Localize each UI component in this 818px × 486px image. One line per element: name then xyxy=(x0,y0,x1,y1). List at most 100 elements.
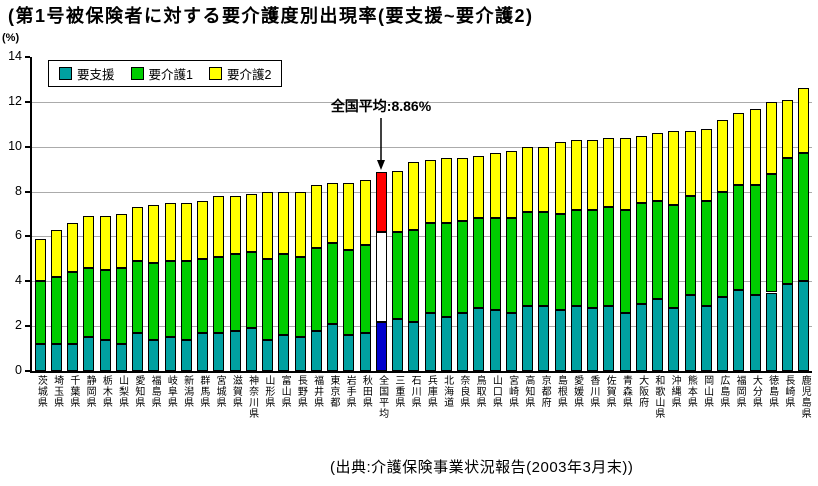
bar-segment-静岡県-要支援 xyxy=(83,337,95,371)
bar-segment-青森県-要介護1 xyxy=(619,209,631,313)
x-axis-label: 大阪府 xyxy=(636,375,648,408)
y-tick-mark xyxy=(25,145,30,148)
bar-segment-福島県-要介護1 xyxy=(148,263,160,340)
x-axis-label: 岡山県 xyxy=(701,375,713,408)
bar-segment-三重県-要介護2 xyxy=(392,171,404,232)
grid-line xyxy=(32,101,812,103)
bar-segment-愛媛県-要支援 xyxy=(570,305,582,371)
y-tick-mark xyxy=(25,325,30,328)
y-tick-label: 0 xyxy=(15,363,22,377)
bar-segment-岐阜県-要介護1 xyxy=(164,261,176,338)
bar-segment-全国平均-要支援 xyxy=(375,321,387,371)
bar-segment-香川県-要支援 xyxy=(587,308,599,371)
bar-segment-全国平均-要介護2 xyxy=(375,172,387,232)
bar-segment-埼玉県-要介護2 xyxy=(50,229,62,277)
bar-segment-宮崎県-要介護1 xyxy=(505,218,517,313)
legend-swatch-icon xyxy=(130,67,144,80)
x-axis-label: 愛知県 xyxy=(132,375,144,408)
x-axis-label: 静岡県 xyxy=(84,375,96,408)
bar-segment-愛知県-要支援 xyxy=(132,332,144,371)
bar-segment-滋賀県-要介護2 xyxy=(229,196,241,255)
bar-segment-岡山県-要介護1 xyxy=(700,200,712,306)
bar-segment-福井県-要支援 xyxy=(310,330,322,371)
bar-segment-山形県-要介護1 xyxy=(262,258,274,340)
legend-item: 要介護2 xyxy=(208,64,271,83)
bar-segment-大分県-要支援 xyxy=(749,294,761,371)
bar-segment-滋賀県-要介護1 xyxy=(229,254,241,331)
chart-title: (第1号被保険者に対する要介護度別出現率(要支援~要介護2) xyxy=(8,6,534,26)
x-axis-label: 宮崎県 xyxy=(506,375,518,408)
y-tick-mark xyxy=(25,190,30,193)
legend-item: 要介護1 xyxy=(130,64,193,83)
bar-segment-京都府-要支援 xyxy=(538,305,550,371)
bar-segment-鹿児島県-要介護1 xyxy=(798,153,810,282)
bar-segment-新潟県-要介護2 xyxy=(180,202,192,262)
bar-segment-島根県-要介護2 xyxy=(554,142,566,214)
bar-segment-熊本県-要介護2 xyxy=(684,131,696,197)
y-tick-mark xyxy=(25,235,30,238)
bar-segment-栃木県-要支援 xyxy=(99,339,111,371)
bar-segment-栃木県-要介護1 xyxy=(99,270,111,340)
grid-line xyxy=(32,146,812,148)
bar-segment-沖縄県-要介護1 xyxy=(668,205,680,309)
bar-segment-佐賀県-要介護1 xyxy=(603,207,615,306)
x-axis-label: 栃木県 xyxy=(100,375,112,408)
bar-segment-徳島県-要支援 xyxy=(765,292,777,371)
bar-segment-秋田県-要介護1 xyxy=(359,245,371,333)
x-axis-label: 奈良県 xyxy=(457,375,469,408)
y-tick-label: 8 xyxy=(15,183,22,198)
bar-segment-東京都-要介護2 xyxy=(327,182,339,244)
bar-segment-長野県-要支援 xyxy=(294,337,306,371)
bar-segment-愛媛県-要介護2 xyxy=(570,139,582,210)
x-axis-label: 青森県 xyxy=(620,375,632,408)
x-axis-label: 茨城県 xyxy=(35,375,47,408)
bar-segment-宮城県-要介護1 xyxy=(213,256,225,333)
bar-segment-佐賀県-要介護2 xyxy=(603,137,615,208)
bar-segment-愛知県-要介護1 xyxy=(132,261,144,333)
x-axis-label: 徳島県 xyxy=(766,375,778,408)
x-axis-label: 岐阜県 xyxy=(165,375,177,408)
bar-segment-大阪府-要介護1 xyxy=(635,202,647,304)
bar-segment-宮崎県-要支援 xyxy=(505,312,517,371)
bar-segment-島根県-要支援 xyxy=(554,310,566,371)
legend-label: 要介護1 xyxy=(148,68,193,82)
bar-segment-岩手県-要介護1 xyxy=(343,249,355,336)
bar-segment-鳥取県-要介護2 xyxy=(473,155,485,219)
bar-segment-福岡県-要支援 xyxy=(733,290,745,371)
bar-segment-茨城県-要支援 xyxy=(34,344,46,371)
bar-segment-熊本県-要支援 xyxy=(684,294,696,371)
bar-segment-鹿児島県-要支援 xyxy=(798,281,810,371)
bar-segment-大分県-要介護2 xyxy=(749,108,761,185)
bar-segment-奈良県-要介護2 xyxy=(457,157,469,221)
bar-segment-岐阜県-要支援 xyxy=(164,337,176,371)
legend-swatch-icon xyxy=(208,67,222,80)
y-tick-label: 4 xyxy=(15,273,22,288)
bar-segment-富山県-要支援 xyxy=(278,335,290,371)
bar-segment-大阪府-要介護2 xyxy=(635,135,647,203)
x-axis-label: 新潟県 xyxy=(181,375,193,408)
x-axis-label: 和歌山県 xyxy=(652,375,664,419)
bar-segment-宮崎県-要介護2 xyxy=(505,151,517,219)
x-axis-label: 熊本県 xyxy=(685,375,697,408)
x-axis-label: 鹿児島県 xyxy=(799,375,811,419)
bar-segment-富山県-要介護2 xyxy=(278,191,290,255)
bar-segment-埼玉県-要支援 xyxy=(50,344,62,371)
bar-segment-和歌山県-要介護2 xyxy=(652,133,664,201)
bar-segment-岡山県-要介護2 xyxy=(700,128,712,201)
x-axis-label: 三重県 xyxy=(392,375,404,408)
x-axis-label: 宮城県 xyxy=(214,375,226,408)
bar-segment-千葉県-要支援 xyxy=(67,344,79,371)
bar-segment-広島県-要介護1 xyxy=(717,191,729,297)
bar-segment-鳥取県-要支援 xyxy=(473,308,485,371)
bar-segment-石川県-要介護1 xyxy=(408,229,420,322)
bar-segment-長崎県-要介護2 xyxy=(782,99,794,158)
x-axis-label: 佐賀県 xyxy=(604,375,616,408)
bar-segment-群馬県-要介護1 xyxy=(197,258,209,333)
bar-segment-長野県-要介護2 xyxy=(294,191,306,257)
bar-segment-群馬県-要支援 xyxy=(197,332,209,371)
bar-segment-広島県-要介護2 xyxy=(717,119,729,192)
x-axis-label: 愛媛県 xyxy=(571,375,583,408)
bar-segment-宮城県-要介護2 xyxy=(213,196,225,257)
bar-segment-兵庫県-要介護1 xyxy=(424,222,436,313)
